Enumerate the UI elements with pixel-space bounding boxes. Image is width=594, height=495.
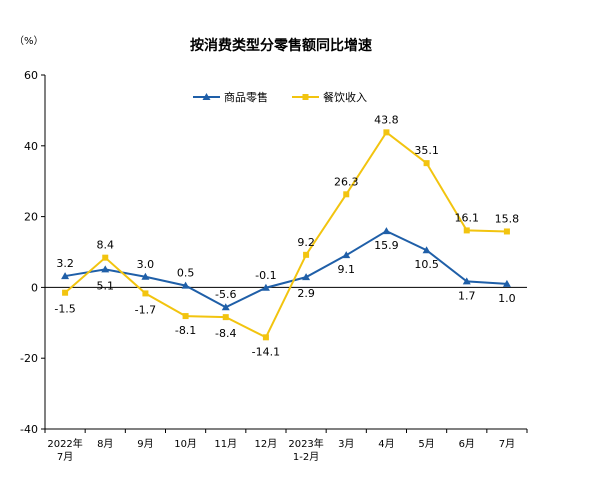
legend-marker-retail	[202, 93, 211, 100]
catering-point	[343, 191, 350, 198]
retail-point	[181, 281, 190, 289]
catering-point	[102, 254, 109, 261]
catering-data-label: -8.1	[175, 324, 196, 337]
retail-data-label: 5.1	[97, 279, 115, 292]
catering-data-label: -14.1	[252, 345, 280, 358]
y-axis-tick-labels: -40 -20 0 20 40 60	[20, 69, 45, 436]
retail-data-label: 2.9	[297, 287, 315, 300]
retail-data-label: -0.1	[255, 269, 276, 282]
catering-data-label: 8.4	[97, 239, 115, 252]
catering-data-label: 15.8	[495, 212, 520, 225]
catering-point	[303, 251, 310, 258]
series-catering-line	[64, 130, 507, 339]
catering-data-label: 35.1	[414, 144, 439, 157]
retail-data-label: 9.1	[338, 263, 356, 276]
retail-data-label: 0.5	[177, 267, 195, 280]
retail-point	[342, 251, 351, 259]
catering-data-label: -1.7	[135, 303, 156, 316]
catering-data-label: 43.8	[374, 113, 399, 126]
catering-point	[503, 228, 510, 235]
y-tick-label: 0	[31, 281, 38, 294]
catering-data-label: 9.2	[297, 236, 315, 249]
retail-point	[221, 303, 230, 311]
retail-data-label: 1.7	[458, 289, 476, 302]
x-axis-tick-labels: 2022年 7月 8月 9月 10月 11月 12月 2023年 1-2月 3月 4月 5月 6月 7月	[44, 429, 528, 463]
y-unit-label: （%）	[14, 35, 44, 47]
series-retail	[61, 227, 511, 311]
retail-point	[101, 265, 110, 273]
series-retail-line	[64, 229, 507, 309]
catering-data-label: -1.5	[54, 303, 75, 316]
data-labels: 3.2 -1.5 5.1 8.4 3.0 -1.7 0.5 -8.1 -5.6 -8.4 -0.1 -…	[54, 113, 519, 358]
retail-point	[61, 272, 70, 280]
x-tick-label: 9月	[137, 438, 153, 450]
x-tick-label: 6月	[459, 438, 475, 450]
x-tick-label: 2023年 1-2月	[288, 437, 323, 463]
retail-data-label: 3.0	[137, 258, 155, 271]
x-tick-label: 12月	[255, 438, 278, 450]
axes	[44, 75, 527, 430]
retail-data-label: 10.5	[414, 258, 439, 271]
series-catering	[62, 129, 510, 341]
y-tick-label: -40	[20, 423, 38, 436]
retail-point	[422, 246, 431, 254]
retail-point	[462, 277, 471, 285]
x-tick-label: 10月	[174, 438, 197, 450]
catering-point	[262, 334, 269, 341]
retail-data-label: 3.2	[56, 257, 74, 270]
catering-data-label: 26.3	[334, 175, 359, 188]
x-tick-label: 5月	[418, 438, 434, 450]
retail-point	[382, 227, 391, 235]
x-tick-label: 7月	[499, 438, 515, 450]
catering-point	[182, 313, 189, 320]
y-tick-label: -20	[20, 352, 38, 365]
legend-marker-catering	[302, 94, 309, 100]
catering-data-label: -8.4	[215, 327, 236, 340]
catering-point	[383, 129, 390, 136]
catering-point	[62, 289, 69, 296]
x-tick-label: 4月	[378, 438, 394, 450]
retail-point	[141, 272, 150, 280]
catering-point	[142, 290, 149, 297]
x-tick-label: 2022年 7月	[47, 437, 82, 463]
legend: 商品零售 餐饮收入	[193, 90, 367, 104]
catering-point	[222, 314, 229, 321]
retail-point	[302, 273, 311, 281]
retail-data-label: 1.0	[498, 292, 516, 305]
y-tick-label: 20	[24, 211, 38, 224]
legend-label-catering: 餐饮收入	[323, 90, 367, 104]
catering-data-label: 16.1	[455, 211, 480, 224]
legend-label-retail: 商品零售	[224, 90, 268, 104]
chart-title: 按消费类型分零售额同比增速	[190, 37, 372, 54]
x-tick-label: 8月	[97, 438, 113, 450]
retail-data-label: 15.9	[374, 239, 399, 252]
y-tick-label: 60	[24, 69, 38, 82]
y-tick-label: 40	[24, 140, 38, 153]
retail-point	[502, 279, 511, 287]
x-tick-label: 3月	[338, 438, 354, 450]
catering-point	[423, 160, 430, 167]
catering-point	[463, 227, 470, 234]
retail-point	[261, 283, 270, 291]
x-tick-label: 11月	[214, 438, 237, 450]
retail-data-label: -5.6	[215, 288, 236, 301]
